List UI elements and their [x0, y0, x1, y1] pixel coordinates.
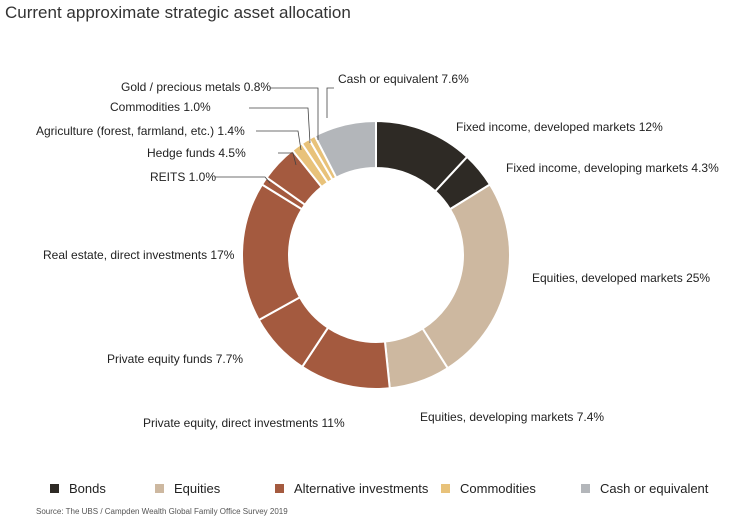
legend-swatch-alternative: [275, 484, 284, 493]
legend-swatch-cash: [581, 484, 590, 493]
legend: Bonds Equities Alternative investments C…: [0, 481, 750, 499]
slice-real-estate-direct-investments: [241, 183, 304, 322]
legend-label-equities: Equities: [174, 481, 221, 496]
leader-line-reits: [215, 176, 271, 184]
leader-line-gold-precious-metals: [270, 87, 319, 140]
legend-swatch-commodities: [441, 484, 450, 493]
legend-item-commodities: Commodities: [441, 481, 536, 496]
legend-item-bonds: Bonds: [50, 481, 106, 496]
legend-item-cash: Cash or equivalent: [581, 481, 708, 496]
legend-item-equities: Equities: [155, 481, 220, 496]
legend-label-cash: Cash or equivalent: [600, 481, 709, 496]
slice-label-agriculture-forest-farmland-etc: Agriculture (forest, farmland, etc.) 1.4…: [36, 124, 245, 138]
legend-swatch-bonds: [50, 484, 59, 493]
slice-label-equities-developing-markets: Equities, developing markets 7.4%: [420, 410, 604, 424]
legend-label-commodities: Commodities: [460, 481, 536, 496]
leader-line-hedge-funds: [278, 152, 297, 166]
slice-cash-or-equivalent: [313, 119, 377, 179]
slice-label-private-equity-funds: Private equity funds 7.7%: [107, 352, 243, 366]
source-note: Source: The UBS / Campden Wealth Global …: [36, 507, 288, 516]
leader-line-cash-or-equivalent: [326, 87, 334, 118]
legend-swatch-equities: [155, 484, 164, 493]
chart-title: Current approximate strategic asset allo…: [5, 3, 351, 22]
slice-label-equities-developed-markets: Equities, developed markets 25%: [532, 271, 710, 285]
legend-label-bonds: Bonds: [69, 481, 106, 496]
slice-label-fixed-income-developed-markets: Fixed income, developed markets 12%: [456, 120, 663, 134]
legend-label-alternative: Alternative investments: [294, 481, 429, 496]
slice-label-reits: REITS 1.0%: [150, 170, 216, 184]
legend-item-alternative: Alternative investments: [275, 481, 428, 496]
slice-equities-developed-markets: [421, 183, 511, 370]
slice-label-cash-or-equivalent: Cash or equivalent 7.6%: [338, 72, 469, 86]
leader-line-commodities: [249, 107, 311, 144]
slice-label-real-estate-direct-investments: Real estate, direct investments 17%: [43, 248, 235, 262]
leader-line-agriculture-forest-farmland-etc: [256, 130, 302, 151]
slice-label-private-equity-direct-investments: Private equity, direct investments 11%: [143, 416, 345, 430]
slice-label-gold-precious-metals: Gold / precious metals 0.8%: [121, 80, 271, 94]
donut-chart: Fixed income, developed markets 12% Fixed…: [36, 72, 719, 430]
slice-label-commodities: Commodities 1.0%: [110, 100, 211, 114]
slice-label-hedge-funds: Hedge funds 4.5%: [147, 146, 246, 160]
slice-label-fixed-income-developing-markets: Fixed income, developing markets 4.3%: [506, 161, 719, 175]
